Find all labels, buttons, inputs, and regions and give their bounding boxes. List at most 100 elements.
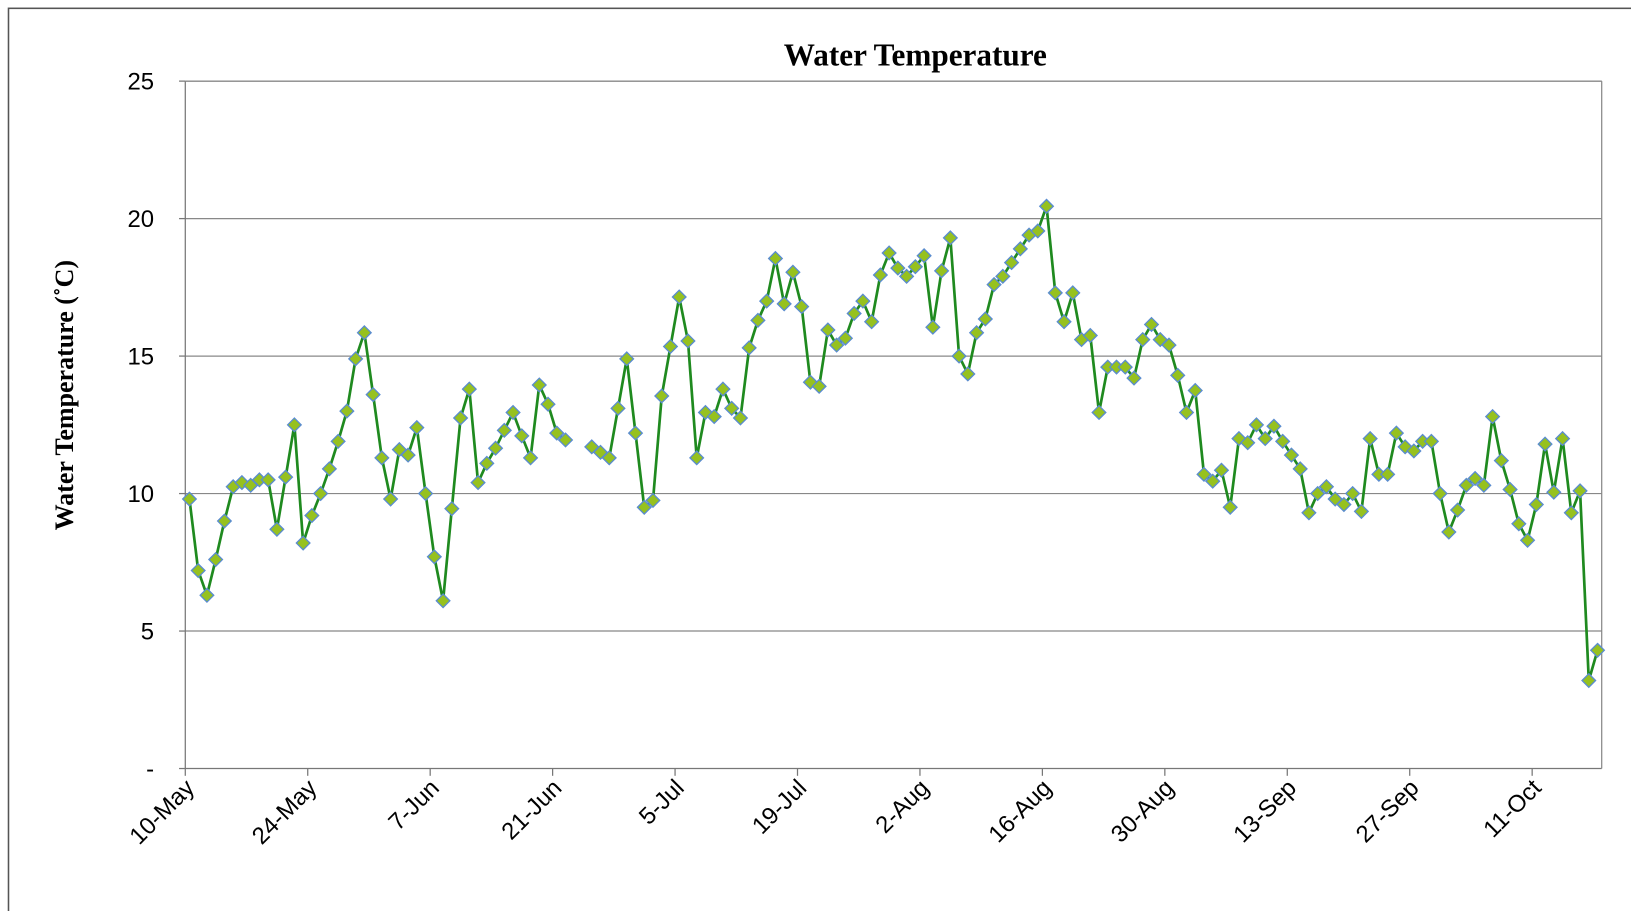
data-point [260,472,276,488]
data-point [671,289,687,305]
data-point [636,499,652,516]
data-point [1484,408,1501,425]
data-point [619,351,635,367]
data-point [706,408,722,425]
data-point [531,377,548,393]
data-point [1502,481,1518,498]
data-point [1362,430,1378,447]
data-point [715,381,731,397]
data-point [540,396,556,412]
data-point [1589,642,1606,659]
data-point [1519,532,1536,549]
data-point [1563,505,1580,521]
data-point [339,403,355,419]
chart-frame [7,7,1631,911]
data-point [1406,443,1422,459]
data-point [286,417,303,433]
data-point [1336,496,1352,513]
data-point [1537,436,1553,452]
data-point [496,422,513,439]
data-point [479,455,495,472]
data-point [960,366,976,382]
data-point [435,593,451,609]
data-point [1222,499,1238,516]
data-point [872,267,889,283]
data-point [382,491,399,507]
data-point [199,587,215,604]
data-point [1178,404,1195,421]
data-point [1205,473,1221,489]
data-point [1012,241,1029,257]
data-point [1353,503,1370,520]
data-point [216,513,233,529]
data-point [181,491,198,507]
data-point [1292,461,1308,477]
y-axis-label: Water Temperature (˚C) [50,260,79,530]
data-point [1379,466,1396,483]
data-point [1318,478,1335,495]
data-point [1170,367,1186,384]
data-point [365,386,381,403]
data-point [312,485,329,502]
data-point [426,549,443,565]
data-point [688,450,705,466]
data-point [514,428,530,444]
data-point [942,230,959,246]
data-point [741,340,757,356]
data-point [1213,462,1230,478]
data-point [1126,370,1142,386]
data-point [505,404,521,421]
data-point [951,348,967,364]
data-point [811,378,827,395]
data-point [1065,285,1081,301]
data-point [1266,418,1282,434]
data-point [680,333,696,349]
y-tick-label: - [146,756,154,783]
data-point [1554,430,1571,447]
data-point [820,322,836,338]
data-point [400,447,416,463]
data-point [863,313,880,330]
data-point [470,474,486,491]
data-point [916,248,932,264]
data-point [1135,331,1151,348]
data-point [1546,484,1562,500]
chart-title: Water Temperature [784,38,1047,73]
data-point [846,305,862,322]
data-point [1143,316,1160,333]
data-point [986,276,1002,293]
data-point [1030,223,1046,239]
data-point [995,268,1011,285]
data-point [1056,313,1072,330]
data-point [1511,516,1527,532]
data-point [758,293,775,309]
data-point [330,433,346,450]
data-point [1581,672,1597,689]
data-point [321,461,338,477]
data-point [723,400,740,417]
data-point [417,485,434,502]
y-tick-label: 20 [127,206,154,233]
data-point [1047,285,1064,301]
data-point [557,432,574,448]
data-point [461,381,478,397]
data-point [1309,485,1326,502]
data-point [645,492,661,509]
data-point [304,507,320,524]
data-point [1187,382,1203,399]
data-point [374,450,390,466]
data-point [881,245,897,261]
data-point [1239,434,1256,451]
data-point [1274,433,1291,450]
data-point [977,311,994,327]
data-point [1432,485,1448,502]
data-point [1248,417,1265,433]
data-point [890,260,906,276]
data-point [487,440,504,456]
data-point [1467,470,1483,487]
data-point [1003,254,1020,271]
data-point [269,521,285,538]
y-tick-label: 5 [141,618,154,645]
data-point [654,388,670,404]
